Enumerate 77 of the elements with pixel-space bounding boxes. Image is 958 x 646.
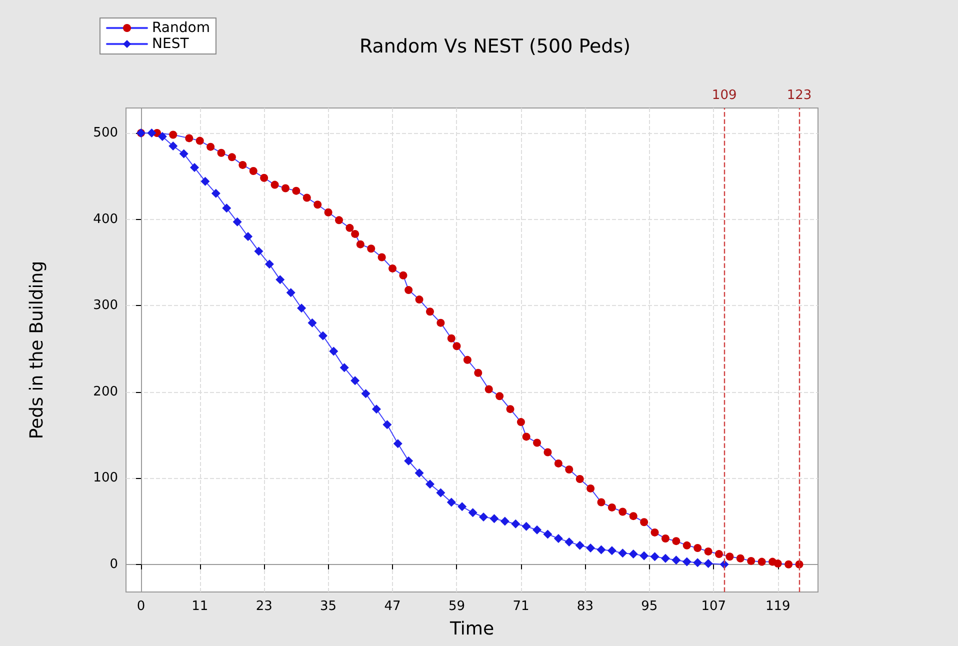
y-tick-label: 300 [93, 298, 118, 314]
point [340, 363, 349, 372]
point [660, 554, 670, 563]
point [190, 163, 200, 172]
point [543, 530, 552, 539]
y-tick-label: 0 [110, 556, 118, 572]
point [200, 176, 210, 186]
point [618, 548, 628, 558]
point [350, 376, 360, 386]
point [468, 508, 478, 518]
point [704, 559, 713, 568]
point [607, 546, 616, 556]
point [254, 246, 264, 256]
x-tick-label: 95 [641, 599, 658, 614]
point [436, 488, 446, 498]
point [640, 551, 649, 560]
x-axis-title: Time [448, 618, 494, 640]
point [693, 558, 702, 568]
point [564, 537, 574, 546]
ref-line-label: 123 [786, 88, 812, 103]
x-tick-label: 83 [576, 599, 594, 614]
point [425, 480, 434, 489]
point [361, 389, 370, 398]
x-tick-label: 119 [765, 599, 790, 614]
point [276, 275, 285, 284]
point [147, 128, 156, 138]
point [479, 512, 488, 522]
point [372, 404, 381, 414]
point [490, 514, 499, 524]
point [222, 204, 232, 213]
point [458, 502, 467, 512]
point [393, 439, 402, 448]
point [168, 141, 178, 150]
point [682, 557, 692, 566]
point [414, 468, 424, 478]
point [596, 545, 606, 554]
point [264, 260, 274, 269]
point [329, 346, 338, 356]
point [628, 550, 638, 559]
point [297, 304, 306, 313]
point [244, 232, 253, 242]
point [446, 498, 456, 507]
point [500, 516, 510, 526]
point [586, 544, 596, 552]
point [286, 288, 296, 298]
point [575, 540, 584, 550]
point [672, 556, 681, 565]
x-tick-label: 23 [256, 599, 272, 614]
x-tick-label: 11 [192, 599, 208, 614]
y-axis-title: Peds in the Building [26, 260, 48, 440]
point [511, 519, 520, 528]
point [650, 552, 660, 562]
point [211, 188, 220, 198]
x-tick-label: 107 [701, 599, 726, 614]
x-tick-label: 71 [512, 599, 530, 614]
chart-title: Random Vs NEST (500 Peds) [359, 36, 631, 58]
y-tick-label: 500 [93, 126, 118, 141]
point [522, 522, 531, 531]
ref-line-label: 109 [712, 88, 737, 103]
y-tick-label: 400 [93, 212, 118, 227]
point [318, 331, 328, 340]
point [532, 525, 542, 534]
x-tick-label: 35 [320, 599, 337, 614]
point [158, 132, 167, 141]
x-tick-label: 47 [384, 599, 401, 614]
point [179, 149, 188, 158]
x-tick-label: 0 [136, 599, 146, 614]
legend-label: Random [152, 20, 210, 36]
x-tick-label: 59 [448, 599, 466, 614]
y-tick-label: 100 [93, 470, 118, 486]
y-tick-label: 200 [93, 384, 118, 400]
point [308, 318, 317, 328]
point [554, 534, 563, 544]
legend-label: NEST [152, 36, 190, 52]
point [382, 420, 392, 430]
point [232, 217, 242, 226]
point [404, 456, 414, 466]
